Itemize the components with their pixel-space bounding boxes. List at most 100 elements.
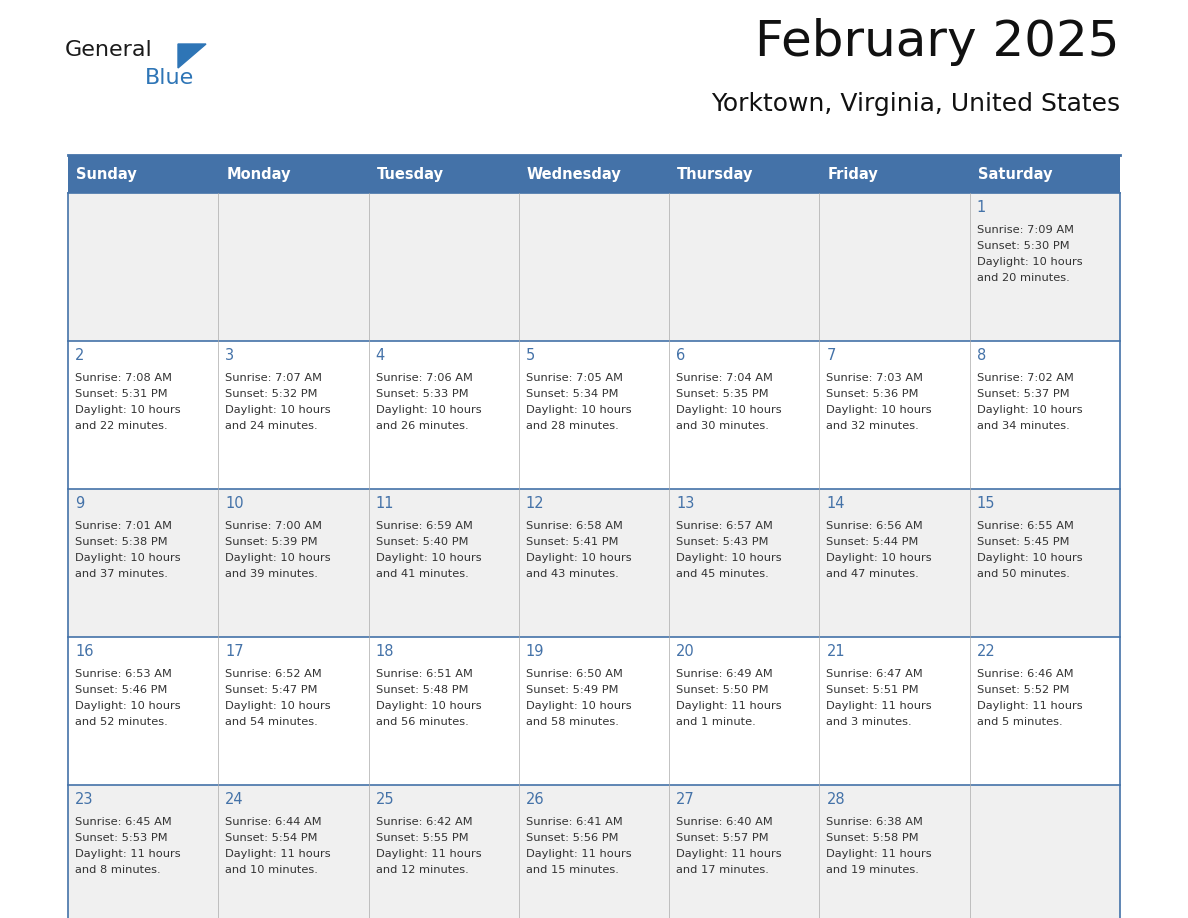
Text: Sunrise: 6:53 AM: Sunrise: 6:53 AM [75,669,172,679]
Text: Sunset: 5:32 PM: Sunset: 5:32 PM [226,389,317,399]
Text: Sunset: 5:46 PM: Sunset: 5:46 PM [75,685,168,695]
Text: 7: 7 [827,348,836,363]
Text: Sunset: 5:45 PM: Sunset: 5:45 PM [977,537,1069,547]
Text: Sunset: 5:30 PM: Sunset: 5:30 PM [977,241,1069,251]
Text: Daylight: 11 hours: Daylight: 11 hours [827,701,933,711]
Text: Sunset: 5:51 PM: Sunset: 5:51 PM [827,685,920,695]
Text: Sunrise: 7:00 AM: Sunrise: 7:00 AM [226,521,322,531]
Text: Sunset: 5:43 PM: Sunset: 5:43 PM [676,537,769,547]
Text: 12: 12 [526,496,544,511]
Text: and 8 minutes.: and 8 minutes. [75,865,160,875]
Text: 25: 25 [375,792,394,807]
Text: Sunrise: 7:06 AM: Sunrise: 7:06 AM [375,373,473,383]
Text: Daylight: 10 hours: Daylight: 10 hours [676,553,782,563]
Text: Sunrise: 7:04 AM: Sunrise: 7:04 AM [676,373,773,383]
Text: and 5 minutes.: and 5 minutes. [977,717,1062,727]
Text: 3: 3 [226,348,234,363]
Text: 26: 26 [526,792,544,807]
Text: 24: 24 [226,792,244,807]
Text: Sunset: 5:55 PM: Sunset: 5:55 PM [375,833,468,843]
Text: Sunrise: 6:59 AM: Sunrise: 6:59 AM [375,521,473,531]
Text: and 15 minutes.: and 15 minutes. [526,865,619,875]
Text: Tuesday: Tuesday [377,166,443,182]
Text: Sunrise: 6:58 AM: Sunrise: 6:58 AM [526,521,623,531]
Text: Sunrise: 6:52 AM: Sunrise: 6:52 AM [226,669,322,679]
Text: 27: 27 [676,792,695,807]
Text: and 28 minutes.: and 28 minutes. [526,421,619,431]
Text: 8: 8 [977,348,986,363]
Text: Daylight: 10 hours: Daylight: 10 hours [375,405,481,415]
Text: Sunrise: 6:55 AM: Sunrise: 6:55 AM [977,521,1074,531]
Text: Sunset: 5:36 PM: Sunset: 5:36 PM [827,389,920,399]
Text: Daylight: 10 hours: Daylight: 10 hours [676,405,782,415]
Text: Monday: Monday [226,166,291,182]
Text: Daylight: 10 hours: Daylight: 10 hours [375,701,481,711]
Text: Daylight: 10 hours: Daylight: 10 hours [977,405,1082,415]
Text: Sunset: 5:49 PM: Sunset: 5:49 PM [526,685,619,695]
Text: 20: 20 [676,644,695,659]
Text: 17: 17 [226,644,244,659]
Text: Sunrise: 6:41 AM: Sunrise: 6:41 AM [526,817,623,827]
Text: 19: 19 [526,644,544,659]
Text: Sunrise: 7:08 AM: Sunrise: 7:08 AM [75,373,172,383]
Text: Sunrise: 6:40 AM: Sunrise: 6:40 AM [676,817,773,827]
Text: and 43 minutes.: and 43 minutes. [526,569,619,579]
Text: 23: 23 [75,792,94,807]
Text: Sunset: 5:52 PM: Sunset: 5:52 PM [977,685,1069,695]
Text: Daylight: 11 hours: Daylight: 11 hours [676,849,782,859]
Text: Daylight: 11 hours: Daylight: 11 hours [977,701,1082,711]
Text: Sunrise: 6:38 AM: Sunrise: 6:38 AM [827,817,923,827]
Text: Sunset: 5:33 PM: Sunset: 5:33 PM [375,389,468,399]
Text: Sunset: 5:41 PM: Sunset: 5:41 PM [526,537,619,547]
Text: and 52 minutes.: and 52 minutes. [75,717,168,727]
Text: February 2025: February 2025 [756,18,1120,66]
Text: Thursday: Thursday [677,166,753,182]
Text: Daylight: 10 hours: Daylight: 10 hours [226,405,331,415]
Text: Sunrise: 6:46 AM: Sunrise: 6:46 AM [977,669,1073,679]
Text: and 10 minutes.: and 10 minutes. [226,865,318,875]
Text: Daylight: 10 hours: Daylight: 10 hours [75,553,181,563]
Text: and 50 minutes.: and 50 minutes. [977,569,1069,579]
Text: Daylight: 11 hours: Daylight: 11 hours [375,849,481,859]
Text: Daylight: 11 hours: Daylight: 11 hours [226,849,331,859]
Text: Sunrise: 6:42 AM: Sunrise: 6:42 AM [375,817,472,827]
Text: and 17 minutes.: and 17 minutes. [676,865,769,875]
Text: Daylight: 10 hours: Daylight: 10 hours [977,553,1082,563]
Text: Sunset: 5:57 PM: Sunset: 5:57 PM [676,833,769,843]
Text: 18: 18 [375,644,394,659]
Text: Sunrise: 7:01 AM: Sunrise: 7:01 AM [75,521,172,531]
Text: and 19 minutes.: and 19 minutes. [827,865,920,875]
Bar [68,489,1120,637]
Text: Sunrise: 6:47 AM: Sunrise: 6:47 AM [827,669,923,679]
Text: 15: 15 [977,496,996,511]
Text: and 32 minutes.: and 32 minutes. [827,421,920,431]
Text: Sunset: 5:47 PM: Sunset: 5:47 PM [226,685,317,695]
Text: Sunset: 5:54 PM: Sunset: 5:54 PM [226,833,317,843]
Text: 14: 14 [827,496,845,511]
Bar [68,785,1120,918]
Bar [68,341,1120,489]
Text: and 39 minutes.: and 39 minutes. [226,569,318,579]
Text: Sunset: 5:44 PM: Sunset: 5:44 PM [827,537,918,547]
Text: Sunrise: 6:50 AM: Sunrise: 6:50 AM [526,669,623,679]
Text: Daylight: 11 hours: Daylight: 11 hours [676,701,782,711]
Text: Sunset: 5:50 PM: Sunset: 5:50 PM [676,685,769,695]
Text: 9: 9 [75,496,84,511]
Polygon shape [178,44,206,68]
Text: Daylight: 10 hours: Daylight: 10 hours [526,405,632,415]
Text: Sunset: 5:34 PM: Sunset: 5:34 PM [526,389,619,399]
Text: General: General [65,40,153,60]
Text: Wednesday: Wednesday [526,166,621,182]
Text: Daylight: 11 hours: Daylight: 11 hours [827,849,933,859]
Text: Sunset: 5:38 PM: Sunset: 5:38 PM [75,537,168,547]
Text: 21: 21 [827,644,845,659]
Text: Sunrise: 7:07 AM: Sunrise: 7:07 AM [226,373,322,383]
Text: 22: 22 [977,644,996,659]
Text: Sunset: 5:35 PM: Sunset: 5:35 PM [676,389,769,399]
Text: Daylight: 10 hours: Daylight: 10 hours [226,701,331,711]
Text: and 41 minutes.: and 41 minutes. [375,569,468,579]
Text: Sunset: 5:39 PM: Sunset: 5:39 PM [226,537,318,547]
Text: and 20 minutes.: and 20 minutes. [977,273,1069,283]
Text: Friday: Friday [827,166,878,182]
Text: Saturday: Saturday [978,166,1053,182]
